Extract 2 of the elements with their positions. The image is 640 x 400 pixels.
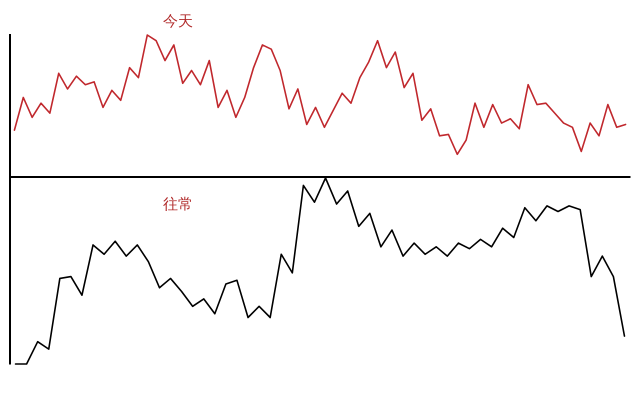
text: 往常: [163, 194, 193, 213]
chart-title: 今天: [163, 12, 193, 30]
